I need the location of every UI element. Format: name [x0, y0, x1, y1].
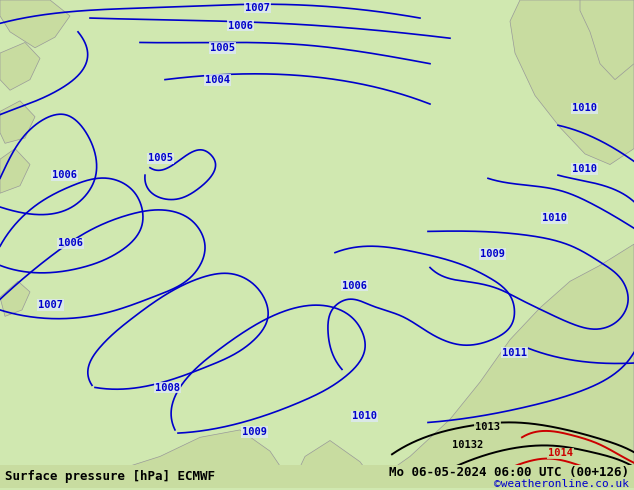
- Polygon shape: [0, 101, 35, 143]
- Bar: [0, 465, 634, 488]
- Polygon shape: [295, 441, 380, 488]
- Text: 1006: 1006: [52, 171, 77, 180]
- Text: 1014: 1014: [548, 448, 573, 459]
- Text: 1006: 1006: [342, 281, 367, 291]
- Text: 1008: 1008: [155, 383, 180, 392]
- Text: 1010: 1010: [572, 164, 597, 174]
- Text: 1011: 1011: [502, 347, 527, 358]
- Text: 1005: 1005: [148, 153, 173, 163]
- Text: ©weatheronline.co.uk: ©weatheronline.co.uk: [494, 479, 629, 489]
- Text: 1006: 1006: [228, 21, 253, 31]
- Polygon shape: [510, 0, 634, 165]
- Text: 1010: 1010: [352, 411, 377, 421]
- Text: 1009: 1009: [480, 249, 505, 259]
- Text: 1013: 1013: [475, 422, 500, 432]
- Text: 1005: 1005: [210, 43, 235, 53]
- Text: 10132: 10132: [452, 440, 483, 450]
- Polygon shape: [0, 0, 70, 48]
- Polygon shape: [0, 430, 295, 488]
- Text: 1006: 1006: [58, 238, 83, 248]
- Text: 1007: 1007: [245, 2, 270, 13]
- Text: Mo 06-05-2024 06:00 UTC (00+126): Mo 06-05-2024 06:00 UTC (00+126): [389, 466, 629, 479]
- Text: Surface pressure [hPa] ECMWF: Surface pressure [hPa] ECMWF: [5, 470, 215, 483]
- Text: 1010: 1010: [572, 103, 597, 114]
- Text: 1007: 1007: [38, 300, 63, 310]
- Text: 1009: 1009: [242, 427, 267, 437]
- Polygon shape: [360, 244, 634, 488]
- Polygon shape: [0, 148, 30, 193]
- Polygon shape: [0, 43, 40, 90]
- Polygon shape: [580, 0, 634, 79]
- Text: 1004: 1004: [205, 75, 230, 85]
- Text: 1010: 1010: [542, 213, 567, 223]
- Polygon shape: [0, 281, 30, 317]
